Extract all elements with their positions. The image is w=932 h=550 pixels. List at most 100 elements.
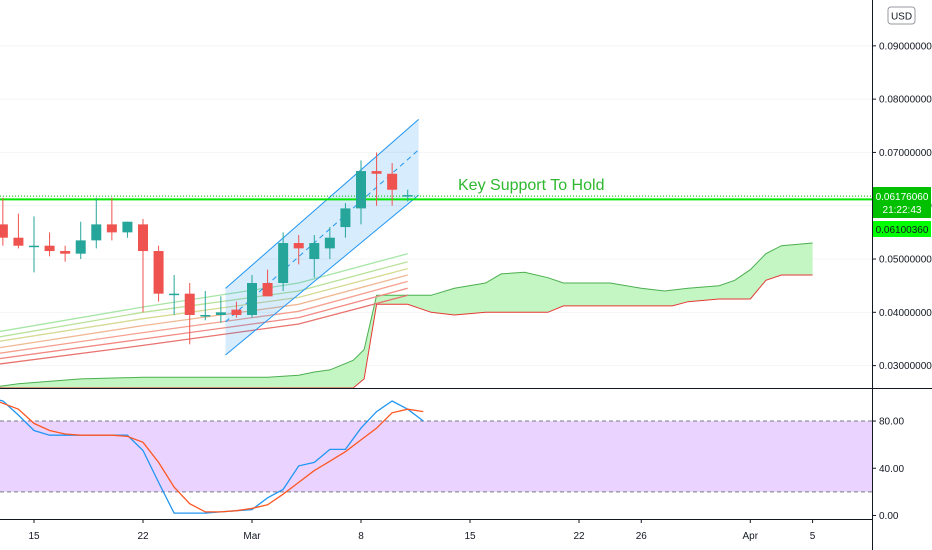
time-tick-label: 22: [573, 531, 585, 542]
time-tick-label: 5: [810, 531, 816, 542]
candle: [153, 245, 164, 302]
candle: [44, 232, 55, 257]
candle: [200, 291, 211, 321]
candle-body: [324, 237, 335, 249]
ema-ribbon: [0, 253, 408, 365]
candle: [278, 232, 289, 291]
candle: [215, 296, 226, 323]
candle: [75, 221, 86, 260]
candle: [402, 189, 413, 202]
candle-body: [402, 195, 413, 197]
bar-countdown: 21:22:43: [883, 205, 922, 216]
candle-body: [153, 251, 164, 294]
support-price-tag: 0.06100360: [873, 221, 931, 237]
candle-body: [13, 237, 24, 246]
price-tick-label: 0.07000000: [879, 148, 932, 159]
stoch-band: [0, 421, 872, 492]
ema-line-6: [0, 287, 408, 360]
stoch-axis[interactable]: 0.00 40.00 80.00: [872, 417, 904, 522]
candle: [29, 216, 39, 273]
time-tick-label: Apr: [743, 531, 759, 542]
candle-body: [91, 224, 102, 241]
candle: [387, 163, 398, 206]
candle: [91, 197, 102, 249]
candle: [247, 275, 257, 318]
ema-line-2: [0, 261, 408, 338]
price-tick-label: 0.09000000: [879, 41, 932, 52]
candle-body: [278, 243, 289, 284]
price-tick-label: 0.04000000: [879, 308, 932, 319]
candle-body: [293, 243, 304, 249]
candle-body: [106, 224, 117, 233]
candle: [138, 219, 148, 313]
annotation-text[interactable]: Key Support To Hold: [458, 177, 604, 194]
support-price-value: 0.06100360: [876, 225, 929, 236]
currency-label: USD: [891, 12, 912, 23]
candle-body: [138, 224, 148, 252]
candle-body: [60, 251, 71, 254]
last-price-tag-box: [873, 187, 931, 218]
last-price-tag: 0.06176060 21:22:43: [873, 187, 931, 218]
candle-body: [356, 171, 366, 209]
price-tick-label: 0.08000000: [879, 95, 932, 106]
time-tick-label: 15: [464, 531, 476, 542]
candle: [262, 269, 273, 297]
stochastic-pane: [0, 399, 872, 514]
time-tick-label: 8: [358, 531, 364, 542]
candle: [122, 221, 133, 238]
candle-body: [309, 243, 320, 260]
currency-badge[interactable]: USD: [887, 6, 916, 25]
candle-body: [44, 245, 55, 252]
last-price-value: 0.06176060: [876, 192, 929, 203]
ema-line-1: [0, 253, 408, 333]
channel-fill[interactable]: [225, 119, 419, 355]
candle-body: [247, 283, 257, 315]
time-axis[interactable]: 15 22 Mar 8 15 22 26 Apr 5: [28, 519, 816, 542]
grid-layer: [0, 45, 872, 367]
candle-body: [371, 171, 382, 174]
candle-body: [122, 221, 133, 233]
candle-body: [169, 293, 180, 296]
stoch-k-line: [0, 399, 424, 514]
channel-mid-line[interactable]: [225, 149, 419, 323]
candle-body: [215, 312, 226, 315]
candles: [0, 152, 413, 345]
support-line-group[interactable]: [0, 195, 872, 201]
candle-body: [262, 283, 273, 297]
time-tick-label: 15: [28, 531, 40, 542]
cloud-span-a: [0, 242, 813, 387]
candle-body: [340, 208, 351, 228]
ema-line-7: [0, 294, 408, 365]
candle-body: [184, 293, 195, 315]
candle: [13, 213, 24, 249]
candle-body: [75, 240, 86, 254]
candle: [340, 203, 351, 238]
price-tick-label: 0.03000000: [879, 361, 932, 372]
candle: [371, 152, 382, 206]
stoch-tick-label: 80.00: [879, 417, 904, 428]
ascending-channel[interactable]: [225, 119, 419, 356]
currency-badge-box[interactable]: [887, 6, 916, 25]
candle: [231, 301, 242, 318]
candle-body: [231, 309, 242, 315]
candle: [356, 160, 366, 225]
candle-body: [0, 224, 8, 238]
ema-line-3: [0, 267, 408, 342]
candle: [0, 197, 8, 246]
stoch-d-line: [0, 401, 424, 513]
time-tick-label: 22: [137, 531, 149, 542]
channel-lower-line[interactable]: [225, 194, 419, 356]
stoch-tick-label: 40.00: [879, 464, 904, 475]
channel-upper-line[interactable]: [225, 119, 419, 289]
candle-body: [387, 173, 398, 190]
candle: [106, 197, 117, 241]
candle-body: [29, 245, 39, 248]
candle-body: [200, 314, 211, 317]
time-tick-label: Mar: [243, 531, 261, 542]
candle: [60, 245, 71, 262]
candle: [293, 235, 304, 265]
time-tick-label: 26: [636, 531, 648, 542]
support-price-tag-box: [873, 221, 931, 237]
